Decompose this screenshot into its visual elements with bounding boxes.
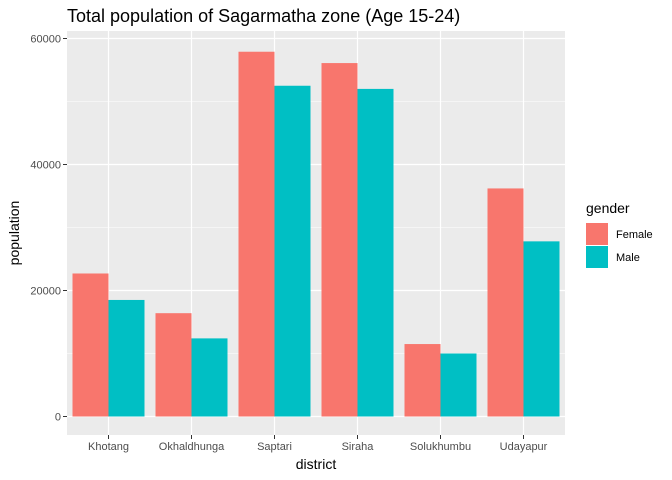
- legend-label: Female: [616, 229, 653, 241]
- x-tick-label: Udayapur: [500, 441, 548, 453]
- bar-female: [487, 188, 524, 417]
- bar-male: [191, 338, 228, 417]
- x-tick-label: Khotang: [88, 441, 129, 453]
- bar-male: [274, 85, 311, 417]
- bar-female: [238, 51, 275, 417]
- grid-minor: [67, 101, 565, 354]
- y-tick-label: 0: [55, 412, 61, 424]
- x-tick-label: Siraha: [342, 441, 375, 453]
- x-tick-label: Saptari: [257, 441, 292, 453]
- bar-male: [440, 353, 477, 417]
- x-tick-label: Okhaldhunga: [159, 441, 225, 453]
- y-tick-label: 40000: [30, 160, 61, 172]
- y-axis: 0 20000 40000 60000: [30, 34, 67, 424]
- bars: [72, 51, 560, 417]
- bar-male: [357, 88, 394, 417]
- bar-male: [523, 241, 560, 417]
- y-tick-label: 20000: [30, 286, 61, 298]
- chart-title: Total population of Sagarmatha zone (Age…: [67, 6, 460, 26]
- legend-title: gender: [586, 200, 630, 216]
- y-axis-title: population: [6, 201, 22, 266]
- x-tick-label: Solukhumbu: [410, 441, 471, 453]
- bar-female: [72, 273, 109, 417]
- y-tick-label: 60000: [30, 34, 61, 46]
- legend-label: Male: [616, 252, 640, 264]
- legend-key-male: [586, 246, 608, 268]
- bar-male: [108, 299, 145, 417]
- x-axis: Khotang Okhaldhunga Saptari Siraha Solukhumb…: [88, 435, 548, 453]
- legend: gender Female Male: [586, 200, 653, 268]
- plot-panel: [67, 31, 565, 435]
- bar-female: [321, 63, 358, 417]
- bar-female: [404, 344, 441, 417]
- bar-female: [155, 313, 192, 417]
- legend-key-female: [586, 223, 608, 245]
- x-axis-title: district: [296, 456, 337, 472]
